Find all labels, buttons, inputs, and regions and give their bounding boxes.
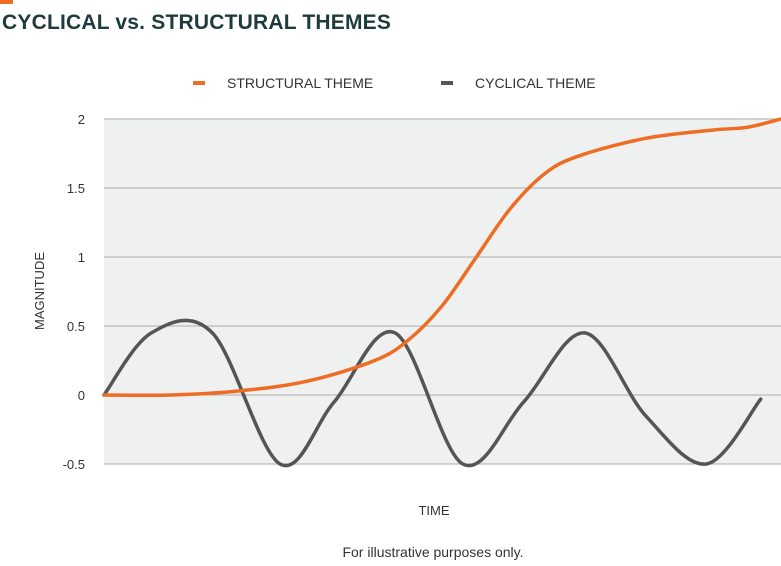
legend-label-structural: STRUCTURAL THEME bbox=[227, 75, 374, 91]
y-tick-label: 0.5 bbox=[67, 319, 85, 334]
y-tick-labels: 2 1.5 1 0.5 0 -0.5 bbox=[63, 112, 85, 472]
plot-area bbox=[104, 119, 781, 464]
y-tick-label: 2 bbox=[78, 112, 85, 127]
series-line-cyclical bbox=[102, 318, 763, 468]
legend-item-structural: STRUCTURAL THEME bbox=[193, 75, 373, 91]
y-tick-label: 1 bbox=[78, 250, 85, 265]
y-tick-label: 1.5 bbox=[67, 181, 85, 196]
legend: STRUCTURAL THEME CYCLICAL THEME bbox=[0, 75, 781, 95]
legend-swatch-cyclical bbox=[441, 81, 453, 85]
y-tick-label: -0.5 bbox=[63, 457, 85, 472]
y-tick-label: 0 bbox=[78, 388, 85, 403]
grid-lines bbox=[104, 118, 781, 465]
title-accent-bar bbox=[0, 0, 13, 4]
legend-swatch-structural bbox=[193, 81, 205, 85]
legend-item-cyclical: CYCLICAL THEME bbox=[441, 75, 596, 91]
legend-label-cyclical: CYCLICAL THEME bbox=[475, 75, 596, 91]
y-axis-title: MAGNITUDE bbox=[32, 252, 47, 330]
footnote: For illustrative purposes only. bbox=[342, 544, 524, 560]
series-line-structural bbox=[102, 117, 781, 398]
series-layer bbox=[102, 117, 781, 468]
x-axis-title: TIME bbox=[418, 503, 449, 518]
chart-title: CYCLICAL vs. STRUCTURAL THEMES bbox=[2, 11, 392, 34]
